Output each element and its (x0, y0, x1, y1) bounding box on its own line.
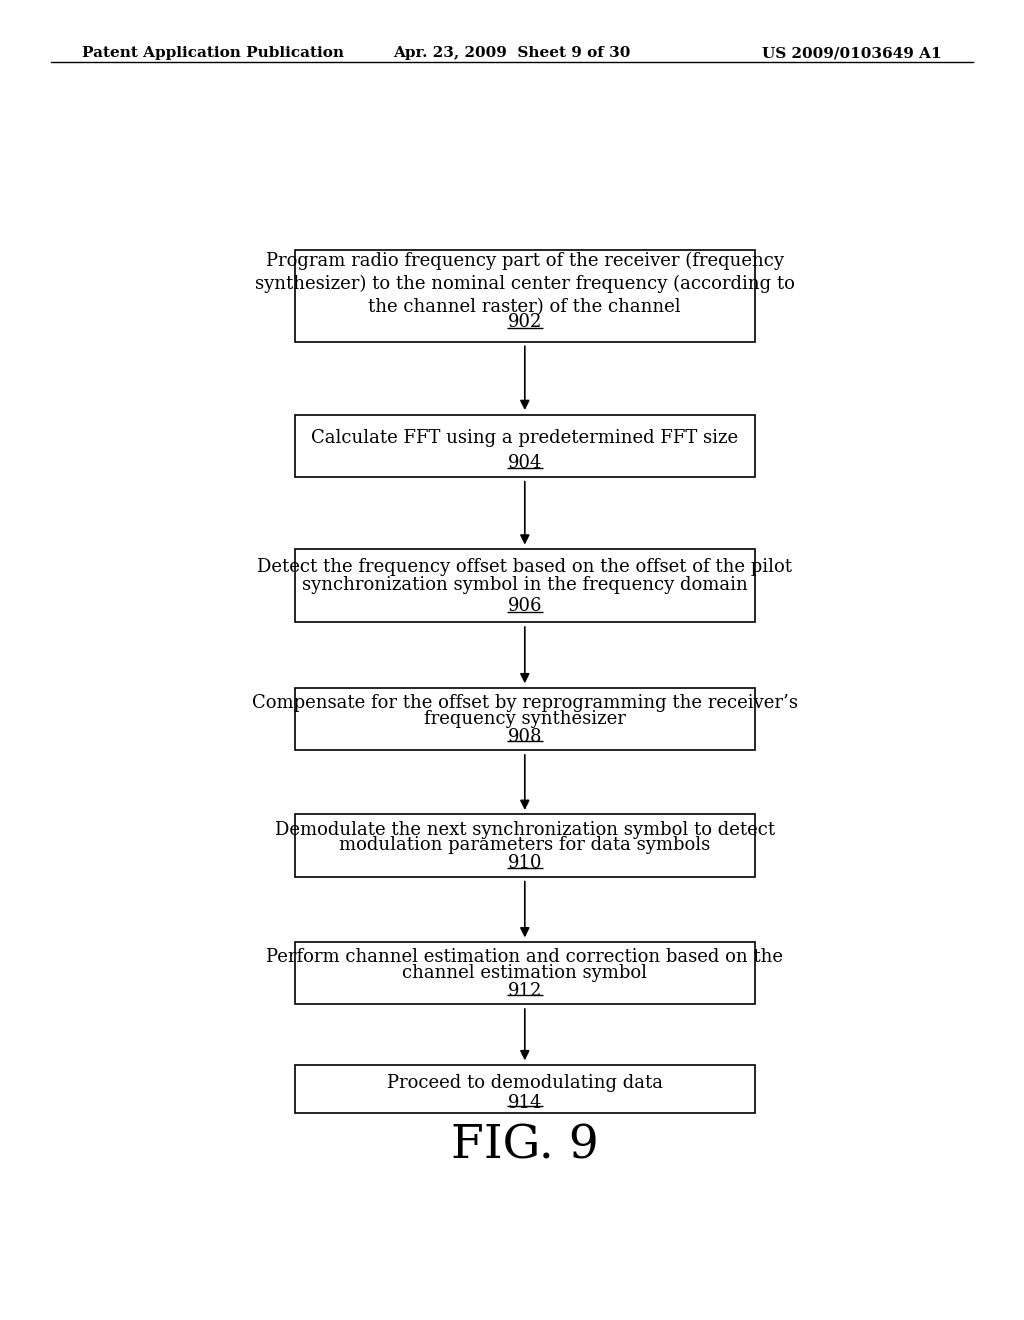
Text: FIG. 9: FIG. 9 (451, 1123, 599, 1168)
Text: Compensate for the offset by reprogramming the receiver’s: Compensate for the offset by reprogrammi… (252, 694, 798, 713)
Bar (295, 549, 755, 623)
Text: 904: 904 (508, 454, 542, 473)
Bar (295, 688, 755, 750)
Text: Patent Application Publication: Patent Application Publication (82, 46, 344, 61)
Text: 914: 914 (508, 1093, 542, 1111)
Bar (295, 414, 755, 477)
Text: frequency synthesizer: frequency synthesizer (424, 710, 626, 727)
Text: 906: 906 (508, 598, 542, 615)
Text: Program radio frequency part of the receiver (frequency: Program radio frequency part of the rece… (266, 252, 783, 271)
Text: Perform channel estimation and correction based on the: Perform channel estimation and correctio… (266, 948, 783, 966)
Text: channel estimation symbol: channel estimation symbol (402, 964, 647, 982)
Text: US 2009/0103649 A1: US 2009/0103649 A1 (763, 46, 942, 61)
Bar (295, 814, 755, 876)
Text: synchronization symbol in the frequency domain: synchronization symbol in the frequency … (302, 577, 748, 594)
Text: Apr. 23, 2009  Sheet 9 of 30: Apr. 23, 2009 Sheet 9 of 30 (393, 46, 631, 61)
Text: 902: 902 (508, 313, 542, 330)
Text: synthesizer) to the nominal center frequency (according to: synthesizer) to the nominal center frequ… (255, 275, 795, 293)
Text: Demodulate the next synchronization symbol to detect: Demodulate the next synchronization symb… (274, 821, 775, 838)
Text: 910: 910 (508, 854, 542, 873)
Bar (295, 249, 755, 342)
Text: Calculate FFT using a predetermined FFT size: Calculate FFT using a predetermined FFT … (311, 429, 738, 446)
Text: Proceed to demodulating data: Proceed to demodulating data (387, 1073, 663, 1092)
Text: 912: 912 (508, 982, 542, 999)
Text: 908: 908 (508, 727, 542, 746)
Bar (295, 942, 755, 1005)
Text: the channel raster) of the channel: the channel raster) of the channel (369, 298, 681, 315)
Text: Detect the frequency offset based on the offset of the pilot: Detect the frequency offset based on the… (257, 558, 793, 576)
Bar (295, 1065, 755, 1113)
Text: modulation parameters for data symbols: modulation parameters for data symbols (339, 837, 711, 854)
